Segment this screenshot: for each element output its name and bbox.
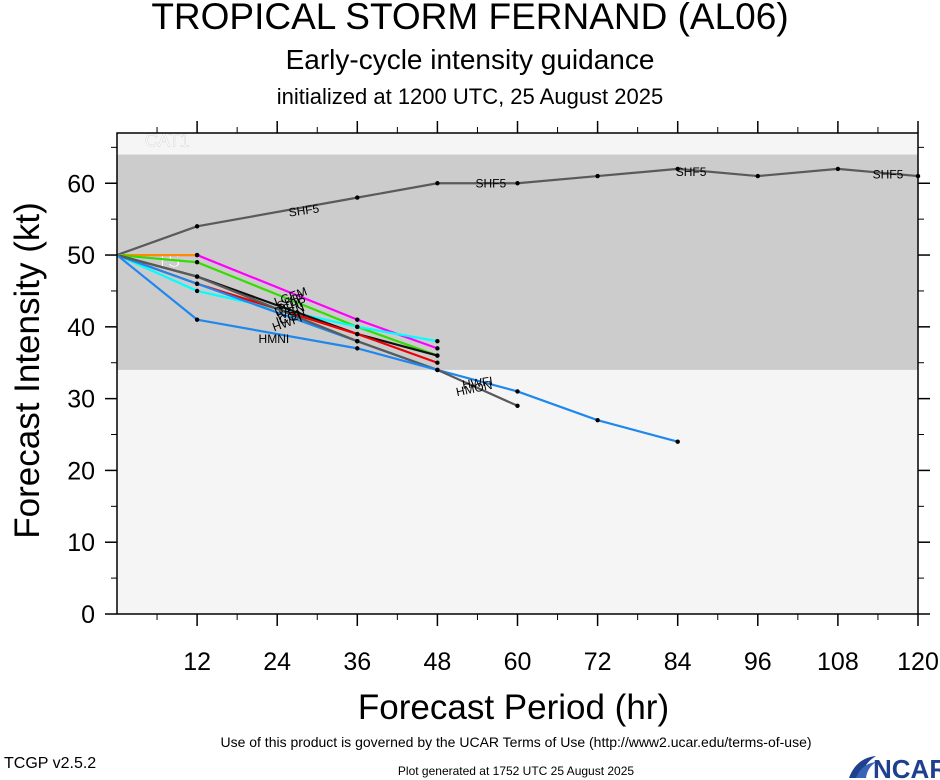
data-point-hmni <box>435 367 440 373</box>
x-axis-label: Forecast Period (hr) <box>358 688 669 727</box>
series-label: SHF5 <box>475 176 506 190</box>
data-point-dshp <box>194 288 200 294</box>
data-point-ivcn <box>435 353 440 358</box>
data-point-hwfi <box>194 281 200 286</box>
x-tick-label: 96 <box>744 648 772 676</box>
label-layer: SHF5SHF5SHF5SHF5LGEMSHIPDSHPIVCNICONHWFI… <box>259 165 904 399</box>
band-label-cat1: CAT1 <box>145 131 190 151</box>
intensity-band-ts <box>117 154 918 370</box>
data-point-shf5 <box>435 181 440 186</box>
x-tick-label: 84 <box>664 648 692 676</box>
x-tick-label: 120 <box>897 648 939 676</box>
generated-timestamp: Plot generated at 1752 UTC 25 August 202… <box>397 764 635 778</box>
data-point-dshp <box>435 338 440 344</box>
series-label: SHF5 <box>288 201 321 219</box>
y-tick-label: 40 <box>67 314 95 342</box>
data-point-hmon <box>194 274 200 279</box>
data-point-icon <box>435 360 440 365</box>
series-label: HWFI <box>461 374 493 392</box>
series-line-shf5 <box>116 167 919 257</box>
x-tick-label: 12 <box>183 648 211 676</box>
data-point-shf5 <box>835 166 841 172</box>
series-line-hmni <box>116 254 438 371</box>
series-label-group: SHF5 <box>676 165 707 179</box>
data-point-shf5 <box>194 224 200 229</box>
data-point-lgem <box>355 317 360 322</box>
y-axis-label: Forecast Intensity (kt) <box>8 202 47 538</box>
x-tick-label: 36 <box>343 648 371 676</box>
data-point-hmni <box>194 317 200 322</box>
data-point-hmon <box>515 403 520 409</box>
data-point-hmon <box>355 338 360 344</box>
x-tick-label: 48 <box>423 648 451 676</box>
series-label: SHF5 <box>676 165 707 179</box>
series-label-group: HMNI <box>259 332 290 346</box>
series-line-ship <box>116 253 438 357</box>
axis-layer: 0 10 20 30 40 50 60 12 24 36 48 60 72 84 96 108 120 Forec… <box>8 121 939 727</box>
series-label-group: SHF5 <box>873 168 904 182</box>
data-point-ofci <box>194 252 200 258</box>
data-point-dshp <box>355 324 360 330</box>
chart-init-time: initialized at 1200 UTC, 25 August 2025 <box>276 84 664 109</box>
data-point-shf5 <box>355 195 360 200</box>
data-point-shf5 <box>675 166 680 172</box>
y-tick-label: 10 <box>67 529 95 557</box>
x-tick-label: 108 <box>817 648 859 676</box>
data-point-lgem <box>435 346 440 351</box>
y-tick-label: 50 <box>67 242 95 270</box>
data-point-hwfi <box>595 417 600 423</box>
series-label-group: HWFI <box>461 374 493 392</box>
data-point-hmni <box>355 346 360 351</box>
data-point-hwfi <box>675 439 680 444</box>
series-layer <box>116 166 921 444</box>
series-label-group: SHF5 <box>475 176 506 190</box>
series-label-group: SHF5 <box>288 201 321 219</box>
x-tick-label: 72 <box>584 648 612 676</box>
ncar-logo: NCAR <box>849 754 940 780</box>
chart-title: TROPICAL STORM FERNAND (AL06) <box>151 0 789 37</box>
data-point-shf5 <box>595 173 600 179</box>
chart-subtitle: Early-cycle intensity guidance <box>285 44 655 75</box>
version-label: TCGP v2.5.2 <box>4 755 97 772</box>
data-point-hwfi <box>515 389 520 394</box>
y-tick-label: 60 <box>67 170 95 198</box>
terms-of-use-note: Use of this product is governed by the U… <box>220 734 812 750</box>
data-point-shf5 <box>755 173 760 179</box>
series-label: SHF5 <box>873 168 904 182</box>
y-tick-label: 30 <box>67 386 95 414</box>
ncar-logo-text: NCAR <box>873 754 940 780</box>
data-point-ship <box>194 260 200 265</box>
x-tick-label: 24 <box>263 648 291 676</box>
data-point-shf5 <box>515 181 520 186</box>
x-tick-label: 60 <box>504 648 532 676</box>
y-tick-label: 20 <box>67 457 95 485</box>
y-tick-label: 0 <box>81 601 95 629</box>
series-label: HMNI <box>259 332 290 346</box>
intensity-band-cat1 <box>117 133 918 155</box>
data-point-icon <box>355 331 360 337</box>
